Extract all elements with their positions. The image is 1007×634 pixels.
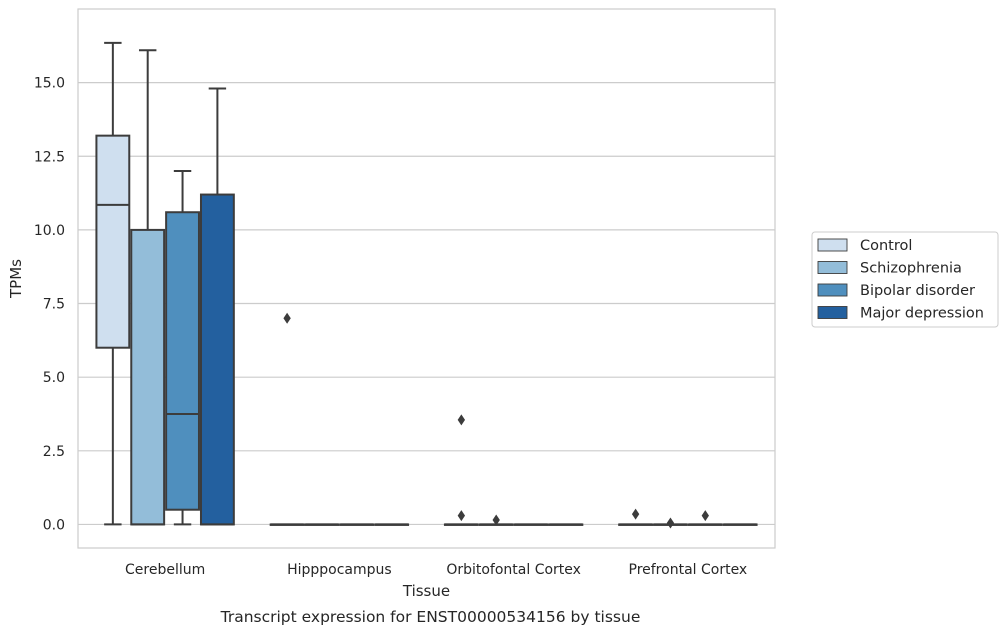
y-tick-label: 0.0 — [43, 517, 65, 533]
box-cerebellum — [95, 41, 131, 526]
legend-label: Bipolar disorder — [860, 283, 975, 299]
legend-swatch — [817, 261, 848, 274]
plot-frame — [77, 8, 776, 549]
x-axis-label: Tissue — [402, 582, 450, 600]
legend-label: Control — [860, 238, 912, 254]
box-hipppocampus — [374, 523, 410, 526]
box-prefrontal-cortex — [687, 510, 723, 526]
y-tick-label: 15.0 — [34, 76, 65, 92]
box-cerebellum — [165, 169, 200, 526]
box-body — [199, 193, 235, 526]
box-cerebellum — [130, 49, 166, 526]
legend: Control Schizophrenia Bipolar disorder Majo… — [811, 231, 999, 328]
x-tick-label: Hipppocampus — [287, 562, 392, 578]
box-body — [95, 134, 131, 349]
x-tick-label: Prefrontal Cortex — [629, 562, 748, 578]
y-tick-label: 12.5 — [34, 149, 65, 165]
box-orbitofontal-cortex — [443, 414, 479, 526]
box-body — [130, 228, 166, 526]
legend-item: Bipolar disorder — [817, 283, 975, 299]
box-orbitofontal-cortex — [478, 514, 514, 526]
box-hipppocampus — [269, 312, 305, 526]
box-prefrontal-cortex — [722, 523, 758, 526]
box-cerebellum — [199, 87, 235, 526]
legend-item: Schizophrenia — [817, 261, 962, 277]
outlier-point — [457, 510, 466, 522]
legend-swatch — [817, 238, 848, 252]
outlier-point — [631, 508, 640, 520]
legend-swatch — [817, 283, 848, 297]
series-major-depression — [199, 87, 758, 526]
x-tick-labels: Cerebellum Hipppocampus Orbitofontal Corte… — [125, 562, 747, 578]
box-hipppocampus — [339, 523, 375, 526]
box-prefrontal-cortex — [618, 508, 654, 526]
outlier-point — [701, 510, 709, 522]
legend-item: Major depression — [817, 306, 984, 322]
series-control — [95, 41, 654, 526]
chart-caption: Transcript expression for ENST0000053415… — [220, 608, 641, 626]
legend-label: Schizophrenia — [860, 261, 962, 277]
y-axis-label: TPMs — [7, 259, 25, 299]
outlier-point — [457, 414, 466, 426]
box-orbitofontal-cortex — [513, 523, 549, 526]
y-tick-label: 5.0 — [43, 370, 65, 386]
y-tick-label: 2.5 — [43, 444, 65, 460]
y-tick-label: 10.0 — [34, 223, 65, 239]
x-tick-label: Orbitofontal Cortex — [446, 562, 581, 578]
y-tick-label: 7.5 — [43, 297, 65, 313]
series-bipolar-disorder — [165, 169, 723, 526]
outlier-point — [666, 517, 675, 529]
legend-item: Control — [817, 238, 912, 254]
box-body — [165, 211, 200, 511]
series-schizophrenia — [130, 49, 688, 529]
legend-label: Major depression — [860, 306, 984, 322]
box-series — [95, 41, 758, 529]
legend-swatch — [817, 306, 848, 319]
box-hipppocampus — [304, 523, 340, 526]
x-tick-label: Cerebellum — [125, 562, 205, 578]
outlier-point — [283, 312, 291, 324]
box-prefrontal-cortex — [653, 517, 688, 529]
outlier-point — [492, 514, 500, 526]
box-orbitofontal-cortex — [548, 523, 584, 526]
y-tick-labels: 0.0 2.5 5.0 7.5 10.0 12.5 15.0 — [34, 76, 65, 534]
legend-frame — [811, 231, 999, 328]
